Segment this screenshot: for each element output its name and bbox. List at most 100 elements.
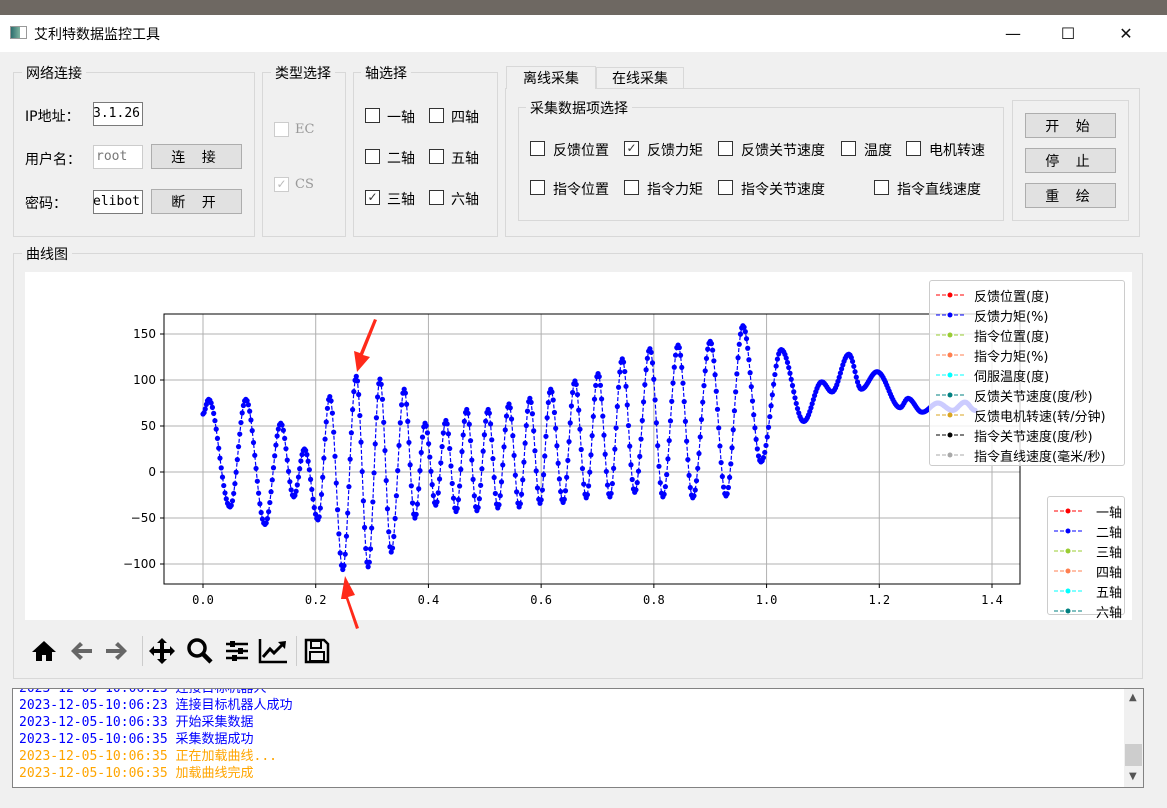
- collect-item-checkbox[interactable]: [906, 141, 921, 156]
- series-point: [604, 482, 611, 488]
- series-point: [634, 480, 640, 486]
- log-output[interactable]: 2023-12-05-10:06:23 连接目标机器人 2023-12-05-10…: [12, 688, 1144, 788]
- series-point: [587, 469, 593, 475]
- back-icon[interactable]: [66, 636, 96, 666]
- series-point: [247, 408, 253, 414]
- ip-input[interactable]: 3.1.26: [93, 102, 143, 126]
- series-point: [783, 355, 789, 361]
- series-point: [729, 445, 735, 451]
- series-point: [327, 393, 333, 400]
- close-button[interactable]: ✕: [1119, 24, 1133, 43]
- collect-item-checkbox[interactable]: [718, 141, 733, 156]
- series-point: [737, 331, 744, 337]
- axis-checkbox[interactable]: [429, 108, 444, 123]
- zoom-icon[interactable]: [185, 636, 215, 666]
- scroll-thumb[interactable]: [1125, 744, 1142, 766]
- series-point: [399, 402, 405, 408]
- series-point: [568, 403, 575, 409]
- collect-item-checkbox[interactable]: [874, 180, 889, 195]
- axis-checkbox[interactable]: [365, 108, 380, 123]
- axis-checkbox[interactable]: ✓: [365, 190, 380, 205]
- toolbar-divider: [296, 636, 297, 666]
- series-point: [620, 359, 627, 365]
- series-point: [762, 449, 768, 456]
- maximize-button[interactable]: ☐: [1060, 24, 1076, 43]
- series-point: [714, 406, 721, 412]
- series-point: [461, 418, 467, 424]
- series-point: [527, 395, 533, 401]
- username-input[interactable]: root: [93, 145, 143, 169]
- collect-item-checkbox[interactable]: ✓: [624, 141, 639, 156]
- save-icon[interactable]: [302, 636, 332, 666]
- series-point: [550, 397, 556, 403]
- scroll-down-icon[interactable]: ▼: [1129, 771, 1137, 782]
- pan-icon[interactable]: [147, 636, 177, 666]
- series-point: [377, 376, 383, 382]
- collect-item-checkbox[interactable]: [624, 180, 639, 195]
- series-point: [693, 478, 700, 484]
- series-point: [264, 516, 271, 522]
- legend-entry: 指令位置(度): [930, 325, 1049, 345]
- connect-button[interactable]: 连 接: [151, 144, 242, 169]
- series-point: [407, 462, 413, 468]
- start-button[interactable]: 开 始: [1025, 113, 1116, 138]
- series-point: [381, 419, 387, 425]
- series-point: [551, 409, 558, 416]
- series-point: [384, 506, 391, 512]
- subplots-icon[interactable]: [222, 636, 252, 666]
- series-point: [507, 405, 513, 411]
- log-scrollbar[interactable]: ▲ ▼: [1124, 689, 1143, 787]
- collect-item-checkbox[interactable]: [841, 141, 856, 156]
- axis-checkbox[interactable]: [429, 190, 444, 205]
- axes-edit-icon[interactable]: [258, 636, 288, 666]
- collect-item-checkbox[interactable]: [530, 180, 545, 195]
- y-tick-label: 50: [141, 419, 156, 433]
- legend-entry: 指令直线速度(毫米/秒): [930, 445, 1106, 465]
- series-point: [459, 449, 465, 455]
- password-input[interactable]: elibot: [93, 190, 143, 214]
- series-point: [679, 364, 685, 371]
- legend-marker: [936, 372, 964, 378]
- title-bar: [0, 15, 1167, 52]
- collect-item-checkbox[interactable]: [530, 141, 545, 156]
- series-point: [746, 357, 752, 363]
- redraw-button[interactable]: 重 绘: [1025, 183, 1116, 208]
- series-point: [733, 389, 739, 395]
- forward-icon[interactable]: [102, 636, 132, 666]
- series-point: [202, 406, 208, 412]
- series-point: [282, 435, 288, 442]
- series-point: [773, 363, 779, 369]
- disconnect-button[interactable]: 断 开: [151, 189, 242, 214]
- home-icon[interactable]: [29, 636, 59, 666]
- series-point: [272, 453, 278, 459]
- series-point: [266, 509, 272, 515]
- series-point: [718, 459, 724, 466]
- tab-offline[interactable]: 离线采集: [506, 66, 596, 89]
- series-point: [809, 401, 815, 407]
- ec-checkbox[interactable]: [274, 122, 289, 137]
- series-point: [589, 433, 595, 439]
- series-point: [419, 434, 426, 440]
- legend-label: 反馈电机转速(转/分钟): [974, 409, 1106, 425]
- series-point: [389, 545, 396, 551]
- x-tick-label: 0.2: [305, 593, 327, 607]
- axis-checkbox[interactable]: [365, 149, 380, 164]
- scroll-up-icon[interactable]: ▲: [1129, 692, 1137, 703]
- stop-button[interactable]: 停 止: [1025, 148, 1116, 173]
- series-point: [434, 499, 440, 505]
- y-tick-label: −50: [131, 511, 156, 525]
- series-point: [429, 482, 435, 488]
- collect-item-label: 指令直线速度: [897, 182, 981, 198]
- minimize-button[interactable]: —: [1005, 24, 1021, 43]
- series-point: [615, 384, 622, 390]
- cs-checkbox[interactable]: ✓: [274, 177, 289, 192]
- series-point: [490, 456, 496, 462]
- series-point: [852, 369, 858, 375]
- series-point: [565, 457, 571, 464]
- collect-item-label: 反馈关节速度: [741, 143, 825, 159]
- tab-online[interactable]: 在线采集: [596, 67, 684, 89]
- collect-item-checkbox[interactable]: [718, 180, 733, 195]
- collect-item-label: 电机转速: [929, 143, 985, 159]
- axis-checkbox[interactable]: [429, 149, 444, 164]
- axis-checkbox-label: 二轴: [387, 151, 415, 167]
